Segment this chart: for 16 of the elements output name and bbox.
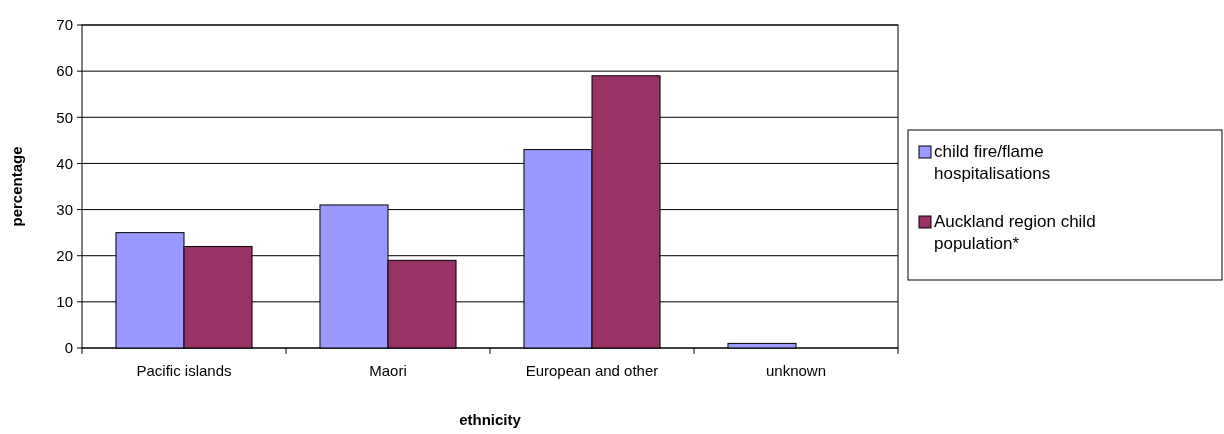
x-tick-label: European and other (525, 362, 659, 379)
x-tick-label: Maori (369, 362, 407, 379)
x-tick-label: Pacific islands (136, 362, 232, 379)
legend-label: child fire/flame hospitalisations (934, 142, 1051, 183)
x-axis-title: ethnicity (459, 411, 522, 428)
y-tick-label: 50 (56, 108, 73, 126)
y-tick-label: 40 (56, 154, 73, 172)
legend-label: Auckland region child population* (934, 212, 1096, 253)
y-tick-label: 10 (56, 293, 73, 311)
x-tick-label: unknown (765, 362, 827, 379)
y-tick-label: 60 (56, 62, 73, 80)
y-tick-label: 20 (56, 246, 73, 264)
y-tick-label: 70 (56, 16, 73, 34)
y-axis-title: percentage (8, 146, 25, 227)
y-tick-label: 30 (56, 200, 73, 218)
y-tick-label: 0 (64, 339, 73, 357)
